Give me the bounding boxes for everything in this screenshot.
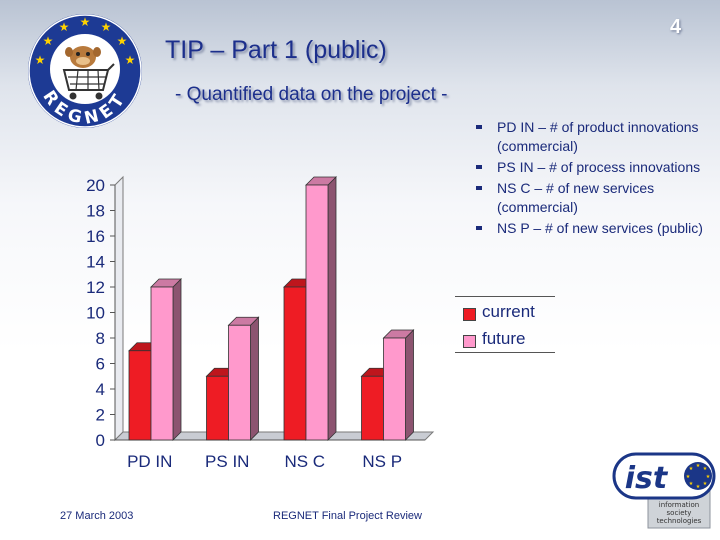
- legend-label: current: [482, 302, 535, 321]
- page-number: 4: [670, 16, 682, 38]
- bar-future-ns-c: [305, 184, 329, 441]
- y-tick-label: 16: [86, 227, 105, 246]
- bar-current-ns-c: [283, 286, 307, 441]
- y-tick-label: 2: [96, 406, 105, 425]
- bar-future-ns-c-side: [327, 176, 337, 441]
- legend-label: future: [482, 329, 526, 348]
- bullet-text: NS C – # of new services (commercial): [497, 180, 655, 215]
- bar-chart: 0 2 4 6 8 10 12 14 16 18 20 PD IN PS IN NS C NS P: [86, 175, 435, 471]
- x-tick-label: NS C: [284, 452, 325, 471]
- bar-current-pd-in: [128, 350, 152, 441]
- svg-text:★: ★: [689, 481, 694, 487]
- footer-title: REGNET Final Project Review: [273, 510, 422, 522]
- bullet-item: PS IN – # of process innovations: [470, 158, 710, 177]
- star-ring: ★ ★ ★ ★ ★ ★ ★: [35, 15, 136, 67]
- y-tick-label: 18: [86, 202, 105, 221]
- slide-title: TIP – Part 1 (public): [165, 36, 387, 64]
- svg-text:★: ★: [696, 484, 701, 490]
- svg-text:★: ★: [117, 34, 128, 48]
- bullet-text: NS P – # of new services (public): [497, 220, 703, 236]
- legend-bottom-rule: [455, 352, 555, 353]
- y-tick-label: 4: [96, 380, 105, 399]
- svg-text:★: ★: [686, 474, 691, 480]
- eu-stars-icon: ★ ★★ ★★★ ★★: [686, 463, 711, 490]
- svg-text:★: ★: [696, 463, 701, 469]
- bar-current-ps-in: [206, 375, 229, 441]
- chart-legend: current future: [455, 296, 555, 353]
- bullet-text: PD IN – # of product innovations (commer…: [497, 119, 699, 154]
- bullet-item: NS P – # of new services (public): [470, 219, 710, 238]
- slide-subtitle: - Quantified data on the project -: [175, 84, 448, 105]
- svg-text:★: ★: [125, 53, 136, 67]
- svg-text:★: ★: [689, 466, 694, 472]
- y-tick-label: 6: [96, 355, 105, 374]
- regnet-logo: ★ ★ ★ ★ ★ ★ ★ REGNET: [28, 14, 142, 129]
- chart-side-wall: [114, 175, 124, 442]
- bar-future-ns-p-side: [405, 329, 414, 441]
- square-bullet-icon: [476, 125, 482, 129]
- bullet-item: NS C – # of new services (commercial): [470, 179, 710, 217]
- ist-mark: ist: [625, 461, 669, 496]
- bar-future-ps-in-side: [250, 316, 259, 441]
- x-tick-label: PD IN: [127, 452, 172, 471]
- legend-top-rule: [455, 296, 555, 297]
- ist-caption-1: information: [659, 501, 699, 509]
- mascot-with-shopping-cart-icon: [62, 46, 115, 100]
- y-tick-label: 14: [86, 253, 105, 272]
- x-tick-label: NS P: [362, 452, 402, 471]
- svg-text:★: ★: [59, 20, 70, 34]
- svg-text:★: ★: [35, 53, 46, 67]
- y-tick-label: 8: [96, 329, 105, 348]
- ist-caption-3: technologies: [657, 517, 702, 525]
- bar-current-ns-p: [361, 375, 384, 441]
- bar-future-ps-in: [228, 324, 251, 441]
- ist-logo: ist ★ ★★ ★★★ ★★ information society techn…: [612, 452, 716, 529]
- svg-text:★: ★: [80, 15, 91, 29]
- y-tick-label: 10: [86, 304, 105, 323]
- bullet-text: PS IN – # of process innovations: [497, 159, 701, 175]
- legend-bullet-list: PD IN – # of product innovations (commer…: [470, 118, 710, 240]
- svg-text:★: ★: [703, 466, 708, 472]
- bar-future-pd-in: [150, 286, 174, 441]
- legend-swatch-future: [463, 335, 476, 348]
- footer-date: 27 March 2003: [60, 510, 134, 522]
- y-tick-label: 12: [86, 278, 105, 297]
- square-bullet-icon: [476, 165, 482, 169]
- svg-text:★: ★: [706, 474, 711, 480]
- svg-text:★: ★: [101, 20, 112, 34]
- legend-swatch-current: [463, 308, 476, 321]
- ist-caption-2: society: [667, 509, 692, 517]
- y-tick-label: 20: [86, 176, 105, 195]
- svg-text:★: ★: [703, 481, 708, 487]
- y-tick-label: 0: [96, 431, 105, 450]
- square-bullet-icon: [476, 186, 482, 190]
- bar-future-pd-in-side: [172, 278, 182, 441]
- bar-future-ns-p: [383, 337, 406, 441]
- bullet-item: PD IN – # of product innovations (commer…: [470, 118, 710, 156]
- square-bullet-icon: [476, 226, 482, 230]
- x-tick-label: PS IN: [205, 452, 249, 471]
- svg-text:★: ★: [43, 34, 54, 48]
